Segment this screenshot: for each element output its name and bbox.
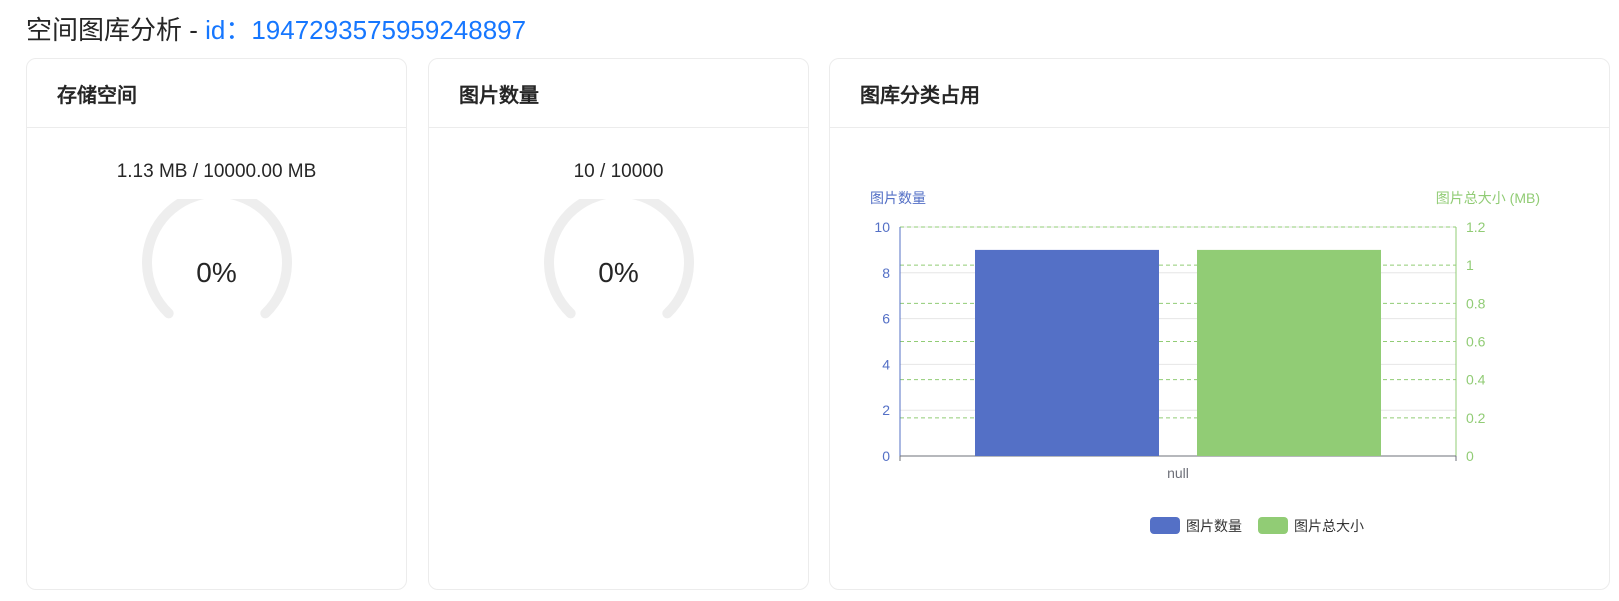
x-tick-label-0: null <box>1167 465 1189 481</box>
legend-swatch-1 <box>1258 517 1288 534</box>
storage-card: 存储空间 1.13 MB / 10000.00 MB 0% <box>26 58 407 590</box>
count-gauge-percent: 0% <box>598 257 639 288</box>
storage-gauge: 0% <box>137 187 297 339</box>
storage-card-title: 存储空间 <box>27 59 406 128</box>
y-right-tick-label-4: 0.8 <box>1466 295 1486 311</box>
y-left-tick-label-4: 8 <box>882 265 890 281</box>
y-right-axis-title: 图片总大小 (MB) <box>1436 190 1540 206</box>
storage-gauge-percent: 0% <box>196 257 237 288</box>
count-card-title: 图片数量 <box>429 59 808 128</box>
legend-label-1: 图片总大小 <box>1294 518 1364 534</box>
count-gauge: 0% <box>539 187 699 339</box>
y-right-tick-label-5: 1 <box>1466 257 1474 273</box>
legend-swatch-0 <box>1150 517 1180 534</box>
y-left-tick-label-3: 6 <box>882 311 890 327</box>
y-left-tick-label-1: 2 <box>882 402 890 418</box>
page-title-prefix: 空间图库分析 - <box>26 15 206 45</box>
bar-图片数量-0 <box>975 249 1159 456</box>
y-right-tick-label-6: 1.2 <box>1466 219 1486 235</box>
count-usage-text: 10 / 10000 <box>573 161 664 182</box>
bar-图片总大小-0 <box>1197 249 1381 456</box>
y-right-tick-label-3: 0.6 <box>1466 334 1486 350</box>
storage-usage-text: 1.13 MB / 10000.00 MB <box>116 161 317 182</box>
legend-label-0: 图片数量 <box>1186 518 1242 534</box>
y-left-tick-label-2: 4 <box>882 356 890 372</box>
page-title: 空间图库分析 - id：1947293575959248897 <box>26 10 526 50</box>
y-left-tick-label-5: 10 <box>874 219 890 235</box>
y-left-axis-title: 图片数量 <box>870 190 926 206</box>
space-id: id：1947293575959248897 <box>205 15 527 45</box>
count-card: 图片数量 10 / 10000 0% <box>428 58 809 590</box>
y-right-tick-label-2: 0.4 <box>1466 372 1486 388</box>
y-right-tick-label-0: 0 <box>1466 448 1474 464</box>
y-right-tick-label-1: 0.2 <box>1466 410 1486 426</box>
category-card: 图库分类占用 0 2 4 6 8 10 0 0.2 0.4 0.6 0.8 1 1.2 图片数量 图片总大小… <box>829 58 1610 590</box>
category-card-title: 图库分类占用 <box>830 59 1609 128</box>
y-left-tick-label-0: 0 <box>882 448 890 464</box>
category-chart: 0 2 4 6 8 10 0 0.2 0.4 0.6 0.8 1 1.2 图片数量 图片总大小 (MB) nu… <box>870 190 1540 534</box>
